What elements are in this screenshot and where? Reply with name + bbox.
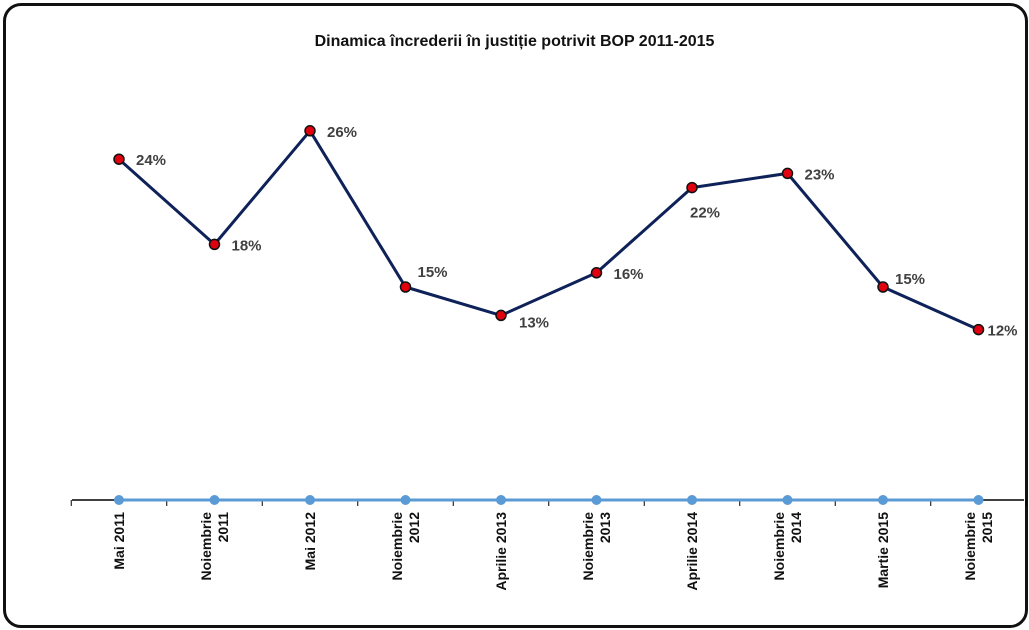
- data-label: 18%: [232, 237, 262, 254]
- data-label: 26%: [327, 124, 357, 141]
- x-tick-label-line: Martie 2015: [875, 512, 891, 588]
- x-tick-label-line: 2015: [979, 512, 995, 543]
- data-point: [781, 167, 794, 180]
- chart-title: Dinamica încrederii în justiție potrivit…: [314, 33, 715, 50]
- x-tick-label: Martie 2015: [875, 512, 891, 588]
- data-point: [495, 309, 507, 322]
- x-tick-label-line: 2012: [406, 512, 422, 543]
- data-point: [113, 153, 125, 165]
- baseline-point: [973, 495, 984, 505]
- x-tick-label-line: Aprilie 2014: [684, 512, 700, 591]
- data-point: [208, 238, 221, 251]
- x-tick-label-line: 2011: [215, 512, 231, 543]
- x-tick-label-line: Noiembrie: [580, 512, 596, 581]
- x-tick-label: Aprilie 2014: [684, 512, 700, 591]
- baseline-point: [400, 495, 411, 505]
- data-label: 13%: [519, 314, 549, 331]
- x-tick-label-line: Noiembrie: [771, 512, 787, 581]
- baseline-point: [782, 495, 793, 505]
- baseline-point: [687, 495, 697, 505]
- data-point: [686, 181, 698, 194]
- data-label: 23%: [805, 166, 835, 183]
- series-line: [118, 129, 980, 331]
- data-label: 15%: [418, 264, 448, 281]
- baseline-point: [209, 495, 220, 505]
- data-label: 16%: [614, 266, 644, 283]
- baseline-point: [591, 495, 602, 505]
- x-tick-label-line: Noiembrie: [962, 512, 978, 581]
- x-tick-label-line: Noiembrie: [198, 512, 214, 581]
- x-tick-label: Noiembrie 2015: [962, 512, 995, 581]
- chart-frame: [3, 3, 1028, 628]
- data-label: 15%: [895, 271, 925, 288]
- x-tick-label-line: Noiembrie: [389, 512, 405, 581]
- x-tick-label-line: 2013: [597, 512, 613, 543]
- x-tick-label-line: Mai 2012: [302, 512, 318, 571]
- baseline-point: [114, 495, 124, 505]
- x-tick-label-line: 2014: [788, 512, 804, 543]
- data-point: [399, 281, 412, 293]
- x-tick-label: Mai 2011: [111, 512, 127, 570]
- x-tick-label: Noiembrie 2013: [580, 512, 613, 581]
- data-point: [972, 323, 985, 336]
- x-tick-label: Noiembrie 2011: [198, 512, 231, 581]
- data-label: 12%: [988, 323, 1018, 340]
- x-tick-label: Noiembrie 2012: [389, 512, 422, 581]
- data-point: [304, 125, 316, 137]
- x-tick-label-line: Mai 2011: [111, 512, 127, 570]
- data-label: 22%: [690, 205, 720, 222]
- baseline-point: [878, 495, 888, 505]
- data-point: [590, 267, 603, 279]
- x-tick-label: Aprilie 2013: [493, 512, 509, 591]
- data-label: 24%: [136, 152, 166, 169]
- x-tick-label: Noiembrie 2014: [771, 512, 804, 581]
- baseline-point: [305, 495, 315, 505]
- x-tick-label: Mai 2012: [302, 512, 318, 571]
- x-tick-label-line: Aprilie 2013: [493, 512, 509, 591]
- data-point: [877, 281, 889, 293]
- baseline-point: [496, 495, 506, 505]
